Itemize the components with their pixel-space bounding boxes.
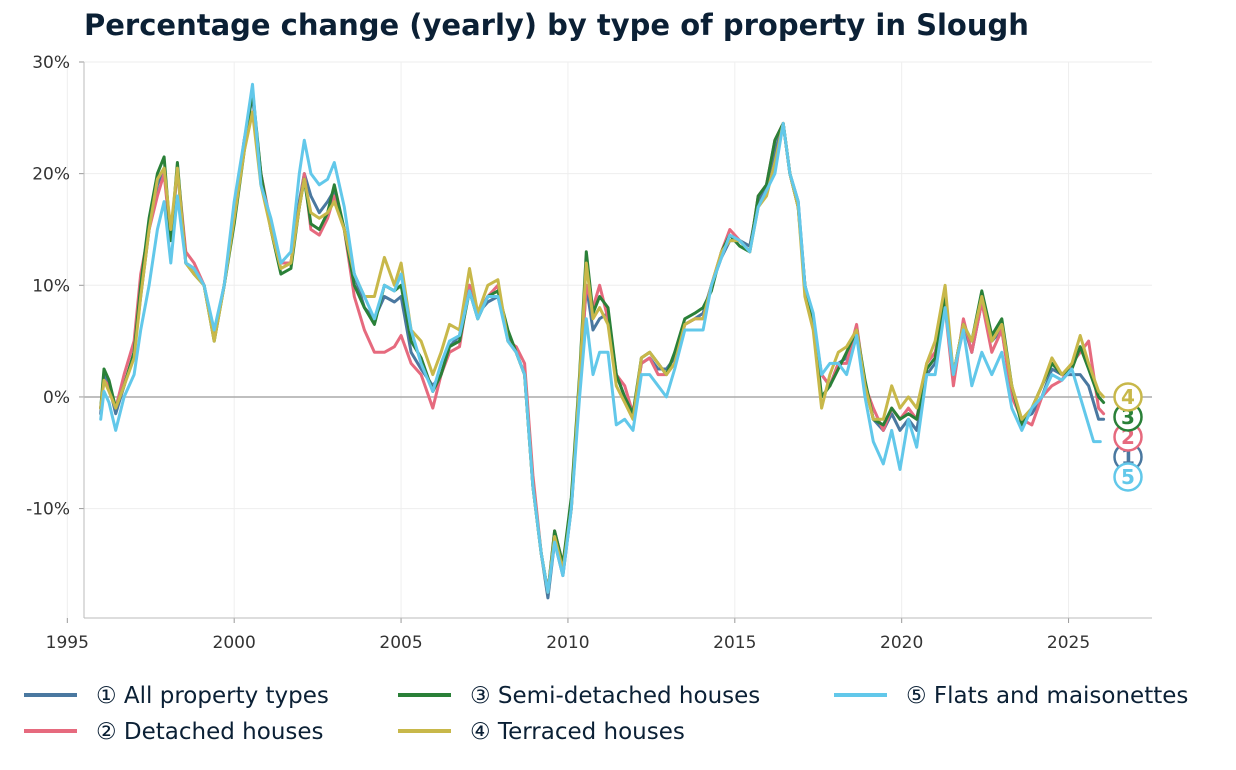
series-badge-4 xyxy=(1113,382,1143,412)
x-tick-label: 2020 xyxy=(880,633,923,653)
y-tick-label: 10% xyxy=(32,276,70,296)
x-tick-label: 2005 xyxy=(379,633,422,653)
series-line-5 xyxy=(99,82,1102,594)
x-tick-label: 1995 xyxy=(46,633,89,653)
series-badge-label-4: 4 xyxy=(1121,385,1135,409)
y-tick-label: -10% xyxy=(26,500,70,520)
y-tick-label: 0% xyxy=(43,388,70,408)
x-tick-label: 2010 xyxy=(546,633,589,653)
axes: 1995 2000 2005 2010 2015 2020 2025 -10% 0% 10% 20%… xyxy=(26,53,1152,653)
series-line-1 xyxy=(99,94,1106,600)
x-tick-label: 2015 xyxy=(713,633,756,653)
legend: ① All property types ② Detached houses ③ S… xyxy=(24,683,1188,745)
legend-label-4: ④ Terraced houses xyxy=(470,719,685,745)
legend-label-1: ① All property types xyxy=(96,683,329,709)
x-tick-label: 2025 xyxy=(1047,633,1090,653)
series-line-3 xyxy=(99,88,1106,594)
legend-label-2: ② Detached houses xyxy=(96,719,324,745)
series-line-4 xyxy=(99,110,1106,594)
legend-label-3: ③ Semi-detached houses xyxy=(470,683,760,709)
y-tick-label: 30% xyxy=(32,53,70,73)
series-badge-5 xyxy=(1113,462,1143,492)
chart-title: Percentage change (yearly) by type of pr… xyxy=(84,8,1029,42)
series-badge-label-5: 5 xyxy=(1121,465,1135,489)
series-lines xyxy=(99,82,1106,600)
y-tick-label: 20% xyxy=(32,165,70,185)
legend-label-5: ⑤ Flats and maisonettes xyxy=(906,683,1188,709)
x-tick-label: 2000 xyxy=(213,633,256,653)
